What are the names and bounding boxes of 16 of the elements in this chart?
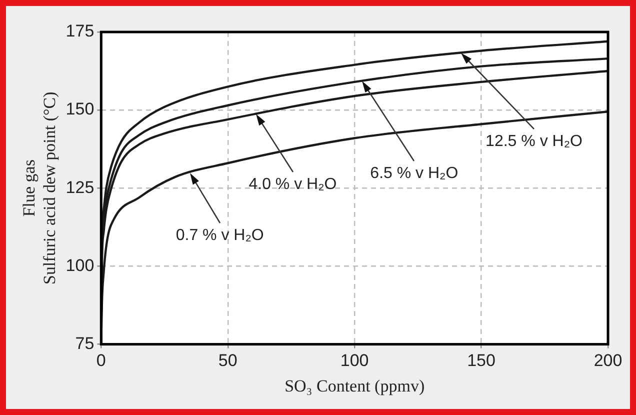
y-tick-label: 175 xyxy=(66,22,94,41)
x-tick-label: 150 xyxy=(467,351,496,370)
x-tick-label: 200 xyxy=(594,351,622,370)
y-tick-label: 75 xyxy=(75,334,94,353)
annotation: 6.5 % v H₂O xyxy=(370,165,458,182)
y-tick-label: 100 xyxy=(66,256,94,275)
x-tick-label: 0 xyxy=(96,351,106,370)
y-tick-label: 150 xyxy=(66,100,94,119)
y-tick-label: 125 xyxy=(66,178,94,197)
x-axis-title: SO₃ Content (ppmv) xyxy=(284,376,425,396)
x-tick-label: 50 xyxy=(218,351,238,370)
annotation: 12.5 % v H₂O xyxy=(486,132,582,150)
annotation: 4.0 % v H₂O xyxy=(248,176,337,194)
y-axis-title: Flue gas Sulfuric acid dew point (°C) xyxy=(20,92,60,285)
x-tick-label: 100 xyxy=(340,351,369,370)
annotation: 0.7 % v H₂O xyxy=(176,227,264,244)
